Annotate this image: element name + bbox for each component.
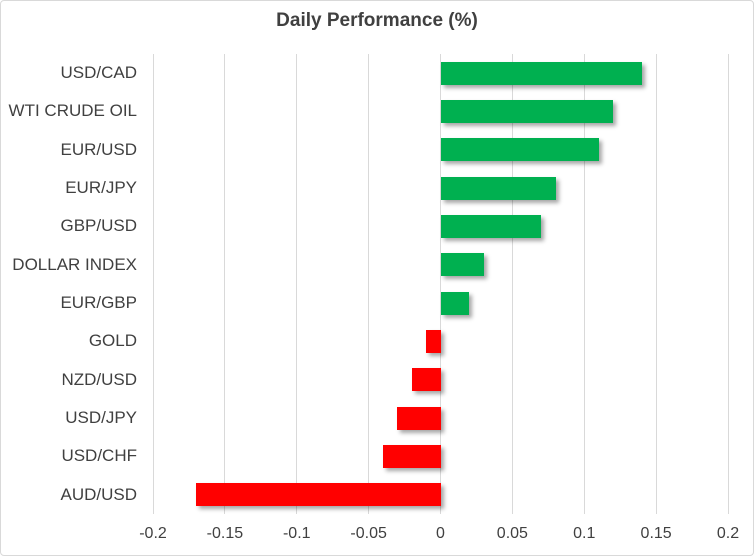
category-label: EUR/USD [60, 139, 137, 159]
gridline [511, 54, 513, 514]
x-tick-label: -0.15 [206, 525, 244, 542]
category-label: AUD/USD [60, 484, 137, 504]
plot-area [152, 54, 729, 514]
gridline [224, 54, 226, 514]
category-label: EUR/JPY [65, 178, 137, 197]
gridline [296, 54, 298, 514]
bar-negative [397, 406, 441, 430]
x-tick-label: 0.1 [573, 525, 596, 542]
category-label: USD/JPY [65, 408, 137, 427]
value-axis: -0.2 -0.15 -0.1 -0.05 0 0.05 0.1 0.15 0.2 [139, 525, 739, 549]
bar-positive [440, 100, 613, 123]
x-tick-label: 0.2 [716, 525, 740, 542]
bar-negative [426, 330, 441, 353]
bar-positive [440, 176, 556, 200]
x-tick-label: 0.05 [496, 525, 528, 542]
gridline [655, 54, 657, 514]
bar-negative [196, 483, 441, 507]
x-tick-label: -0.1 [282, 525, 311, 542]
category-label: USD/CAD [60, 63, 137, 82]
x-tick-label: -0.05 [350, 525, 387, 542]
bar-positive [440, 291, 470, 315]
category-axis: USD/CAD WTI CRUDE OIL EUR/USD EUR/JPY GBP/US… [1, 54, 153, 514]
category-label: NZD/USD [61, 369, 137, 389]
bar-positive [440, 138, 599, 162]
bar-positive [440, 61, 642, 85]
category-label: GOLD [88, 331, 137, 351]
x-tick-label: 0 [436, 525, 445, 542]
category-label: WTI CRUDE OIL [8, 101, 137, 121]
category-label: GBP/USD [60, 216, 137, 236]
category-label: EUR/GBP [60, 293, 137, 312]
bar-negative [383, 445, 441, 468]
bar-positive [440, 253, 484, 277]
chart-title: Daily Performance (%) [276, 10, 478, 31]
category-label: DOLLAR INDEX [12, 254, 137, 274]
zero-axis-line [440, 54, 441, 514]
category-label: USD/CHF [61, 446, 137, 466]
bar-negative [411, 368, 441, 392]
bar-positive [440, 215, 542, 238]
gridline [727, 54, 729, 514]
gridline [152, 54, 154, 514]
x-tick-label: -0.2 [139, 525, 167, 542]
gridline [583, 54, 585, 514]
gridline [368, 54, 370, 514]
x-tick-label: 0.15 [640, 525, 672, 542]
